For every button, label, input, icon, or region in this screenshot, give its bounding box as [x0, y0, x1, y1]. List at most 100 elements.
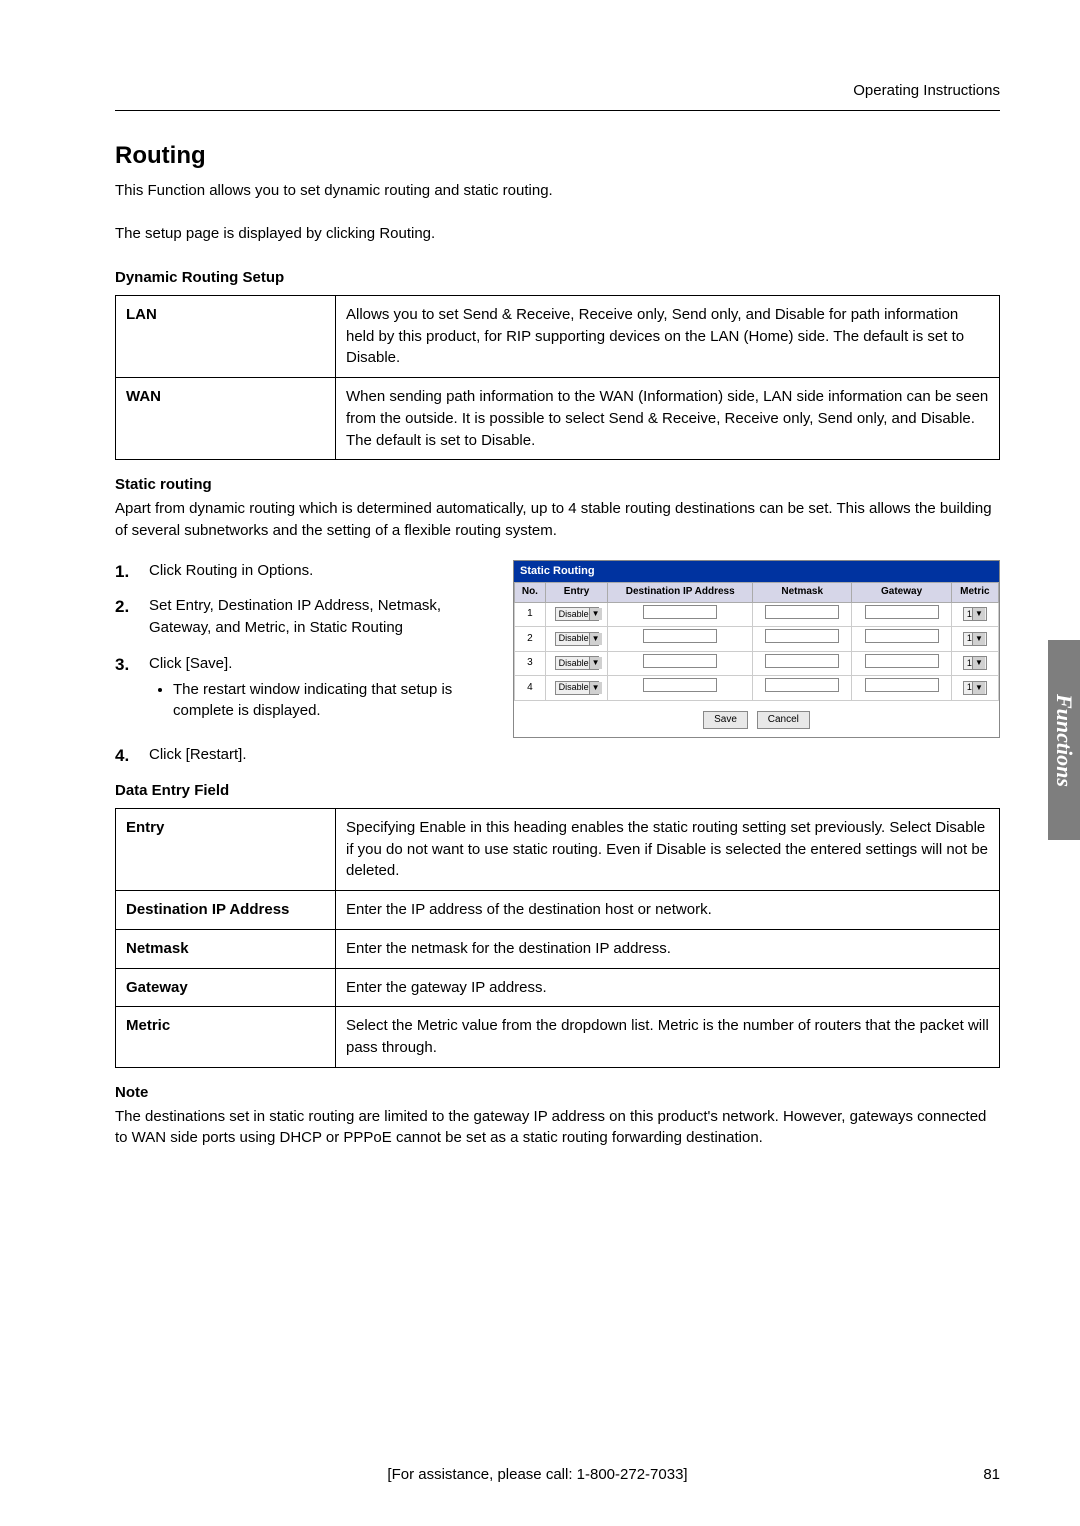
step-3: Click [Save]. The restart window indicat… — [115, 653, 495, 722]
data-entry-heading: Data Entry Field — [115, 780, 1000, 802]
table-row: LAN Allows you to set Send & Receive, Re… — [116, 295, 1000, 377]
col-gateway: Gateway — [852, 583, 951, 603]
chevron-down-icon: ▼ — [589, 657, 602, 669]
fig-no: 4 — [515, 676, 546, 701]
note-heading: Note — [115, 1082, 1000, 1104]
intro-2: The setup page is displayed by clicking … — [115, 223, 1000, 245]
figure-column: Static Routing No. Entry Destination IP … — [513, 560, 1000, 739]
chevron-down-icon: ▼ — [972, 608, 985, 620]
cell-key: WAN — [116, 378, 336, 460]
cell-val: Select the Metric value from the dropdow… — [336, 1007, 1000, 1068]
table-row: Gateway Enter the gateway IP address. — [116, 968, 1000, 1007]
fig-no: 1 — [515, 602, 546, 627]
fig-entry-select[interactable]: Disable▼ — [555, 632, 599, 646]
note-text: The destinations set in static routing a… — [115, 1106, 1000, 1150]
step-3-bullet-1: The restart window indicating that setup… — [173, 679, 495, 723]
cell-val: When sending path information to the WAN… — [336, 378, 1000, 460]
fig-metric-select[interactable]: 1▼ — [963, 681, 987, 695]
fig-entry-select[interactable]: Disable▼ — [555, 607, 599, 621]
static-routing-figure: Static Routing No. Entry Destination IP … — [513, 560, 1000, 739]
col-dest: Destination IP Address — [608, 583, 753, 603]
fig-dest-input[interactable] — [643, 678, 717, 692]
cell-val: Enter the gateway IP address. — [336, 968, 1000, 1007]
steps-list-cont: Click [Restart]. — [115, 744, 1000, 766]
dynamic-routing-heading: Dynamic Routing Setup — [115, 267, 1000, 289]
fig-netmask-input[interactable] — [765, 605, 839, 619]
footer: [For assistance, please call: 1-800-272-… — [115, 1464, 1000, 1486]
cell-key: Netmask — [116, 929, 336, 968]
cell-val: Enter the IP address of the destination … — [336, 891, 1000, 930]
intro-1: This Function allows you to set dynamic … — [115, 180, 1000, 202]
static-routing-heading: Static routing — [115, 474, 1000, 496]
steps-list: Click Routing in Options. Set Entry, Des… — [115, 560, 495, 723]
figure-row: 4 Disable▼ 1▼ — [515, 676, 999, 701]
side-tab-functions: Functions — [1048, 640, 1080, 840]
step-4: Click [Restart]. — [115, 744, 1000, 766]
fig-gateway-input[interactable] — [865, 678, 939, 692]
fig-netmask-input[interactable] — [765, 654, 839, 668]
table-row: Metric Select the Metric value from the … — [116, 1007, 1000, 1068]
figure-title: Static Routing — [514, 561, 999, 583]
col-metric: Metric — [951, 583, 998, 603]
cell-key: Destination IP Address — [116, 891, 336, 930]
fig-netmask-input[interactable] — [765, 678, 839, 692]
table-row: Netmask Enter the netmask for the destin… — [116, 929, 1000, 968]
step-1: Click Routing in Options. — [115, 560, 495, 582]
chevron-down-icon: ▼ — [589, 682, 602, 694]
figure-buttons: Save Cancel — [514, 701, 999, 738]
fig-no: 3 — [515, 651, 546, 676]
cell-val: Enter the netmask for the destination IP… — [336, 929, 1000, 968]
steps-column: Click Routing in Options. Set Entry, Des… — [115, 560, 495, 737]
cell-key: LAN — [116, 295, 336, 377]
cell-key: Metric — [116, 1007, 336, 1068]
figure-header-row: No. Entry Destination IP Address Netmask… — [515, 583, 999, 603]
fig-save-button[interactable]: Save — [703, 711, 748, 730]
chevron-down-icon: ▼ — [972, 657, 985, 669]
fig-gateway-input[interactable] — [865, 605, 939, 619]
chevron-down-icon: ▼ — [972, 682, 985, 694]
col-entry: Entry — [545, 583, 608, 603]
cell-val: Allows you to set Send & Receive, Receiv… — [336, 295, 1000, 377]
chevron-down-icon: ▼ — [589, 608, 602, 620]
cell-val: Specifying Enable in this heading enable… — [336, 808, 1000, 890]
steps-and-figure: Click Routing in Options. Set Entry, Des… — [115, 560, 1000, 739]
dynamic-routing-table: LAN Allows you to set Send & Receive, Re… — [115, 295, 1000, 461]
fig-metric-select[interactable]: 1▼ — [963, 632, 987, 646]
fig-gateway-input[interactable] — [865, 629, 939, 643]
fig-dest-input[interactable] — [643, 654, 717, 668]
footer-page-number: 81 — [960, 1464, 1000, 1486]
fig-no: 2 — [515, 627, 546, 652]
fig-metric-select[interactable]: 1▼ — [963, 656, 987, 670]
col-netmask: Netmask — [753, 583, 852, 603]
page-title: Routing — [115, 139, 1000, 174]
fig-gateway-input[interactable] — [865, 654, 939, 668]
fig-entry-select[interactable]: Disable▼ — [555, 656, 599, 670]
figure-row: 3 Disable▼ 1▼ — [515, 651, 999, 676]
table-row: Destination IP Address Enter the IP addr… — [116, 891, 1000, 930]
step-4-wrap: Click [Restart]. — [115, 744, 1000, 766]
step-3-text: Click [Save]. — [149, 655, 232, 672]
figure-row: 1 Disable▼ 1▼ — [515, 602, 999, 627]
fig-metric-select[interactable]: 1▼ — [963, 607, 987, 621]
fig-dest-input[interactable] — [643, 629, 717, 643]
fig-cancel-button[interactable]: Cancel — [757, 711, 810, 730]
divider — [115, 110, 1000, 111]
figure-table: No. Entry Destination IP Address Netmask… — [514, 582, 999, 701]
fig-dest-input[interactable] — [643, 605, 717, 619]
fig-entry-select[interactable]: Disable▼ — [555, 681, 599, 695]
static-routing-desc: Apart from dynamic routing which is dete… — [115, 498, 1000, 542]
step-3-bullets: The restart window indicating that setup… — [149, 679, 495, 723]
chevron-down-icon: ▼ — [589, 633, 602, 645]
chevron-down-icon: ▼ — [972, 633, 985, 645]
header-doc-title: Operating Instructions — [115, 80, 1000, 102]
page: Operating Instructions Routing This Func… — [0, 0, 1080, 1526]
cell-key: Gateway — [116, 968, 336, 1007]
fig-netmask-input[interactable] — [765, 629, 839, 643]
cell-key: Entry — [116, 808, 336, 890]
step-2: Set Entry, Destination IP Address, Netma… — [115, 595, 495, 639]
table-row: Entry Specifying Enable in this heading … — [116, 808, 1000, 890]
table-row: WAN When sending path information to the… — [116, 378, 1000, 460]
data-entry-table: Entry Specifying Enable in this heading … — [115, 808, 1000, 1068]
footer-assistance: [For assistance, please call: 1-800-272-… — [115, 1464, 960, 1486]
figure-row: 2 Disable▼ 1▼ — [515, 627, 999, 652]
